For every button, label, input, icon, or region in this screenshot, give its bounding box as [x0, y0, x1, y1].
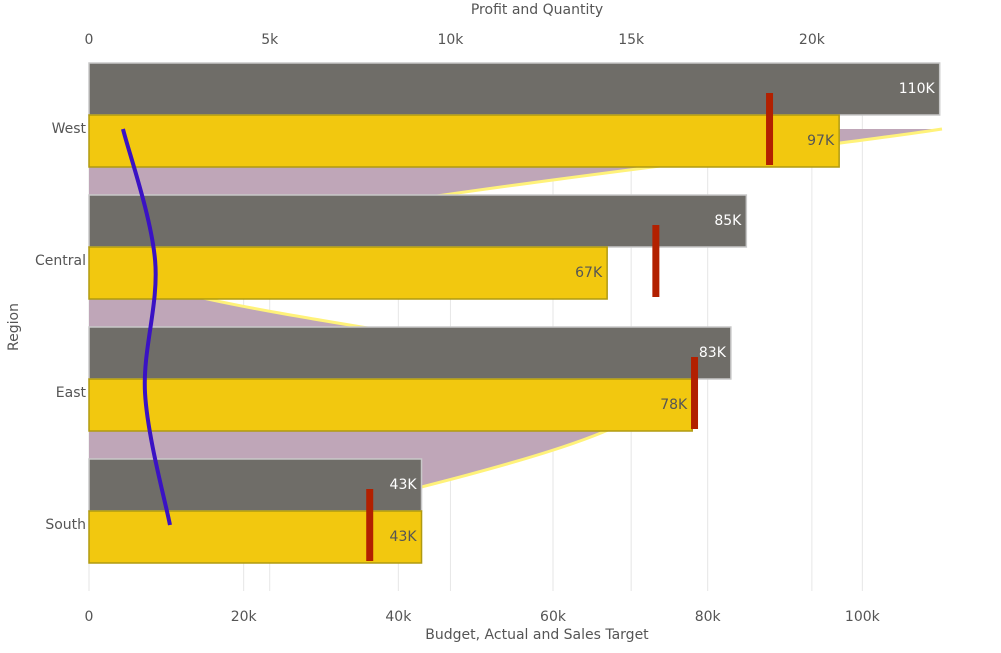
x2-tick-label: 5k — [261, 32, 279, 48]
x2-tick-label: 0 — [85, 32, 94, 48]
bar — [88, 510, 423, 564]
x-tick-label: 100k — [845, 609, 881, 625]
x2-axis-title: Profit and Quantity — [471, 2, 603, 18]
bar — [88, 114, 840, 168]
target-marker — [766, 93, 774, 165]
bar-label: 78K — [660, 397, 688, 413]
line — [121, 128, 172, 526]
bar — [88, 326, 732, 380]
x-tick-label: 80k — [695, 609, 722, 625]
target-marker — [652, 225, 660, 297]
bar — [88, 62, 941, 116]
bar-label: 110K — [899, 81, 936, 97]
y-tick-label: East — [56, 385, 87, 401]
y-axis-title: Region — [6, 303, 22, 351]
bar-label: 43K — [390, 477, 418, 493]
x-tick-label: 60k — [540, 609, 567, 625]
area-edge — [124, 127, 943, 527]
x-tick-label: 0 — [85, 609, 94, 625]
y-tick-label: West — [52, 121, 87, 137]
bar-label: 83K — [699, 345, 727, 361]
y-tick-label: Central — [35, 253, 86, 269]
x-axis-title: Budget, Actual and Sales Target — [425, 627, 649, 643]
bar-label: 85K — [714, 213, 742, 229]
bar-label: 97K — [807, 133, 835, 149]
bar — [88, 194, 748, 248]
x-tick-label: 40k — [385, 609, 412, 625]
x-tick-label: 20k — [231, 609, 258, 625]
y-tick-label: South — [45, 517, 86, 533]
target-marker — [366, 489, 374, 561]
x2-tick-label: 15k — [618, 32, 645, 48]
bar-label: 67K — [575, 265, 603, 281]
bar — [88, 246, 608, 300]
target-marker — [691, 357, 699, 429]
bar-label: 43K — [390, 529, 418, 545]
x2-tick-label: 20k — [799, 32, 826, 48]
bar — [88, 378, 693, 432]
x2-tick-label: 10k — [437, 32, 464, 48]
